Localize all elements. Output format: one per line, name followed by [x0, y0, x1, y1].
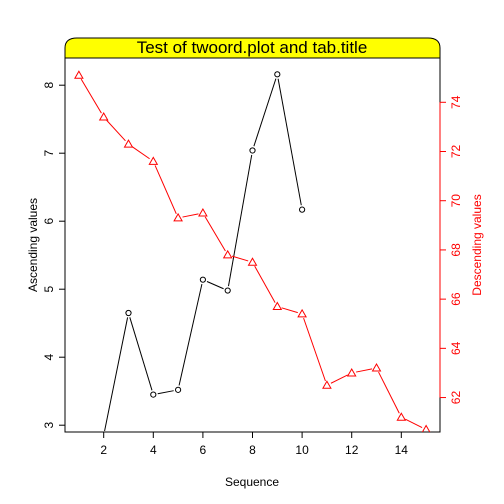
series-2-point	[198, 208, 208, 217]
series-2-segment	[182, 213, 199, 218]
right-tick-label: 72	[449, 145, 463, 159]
series-1-point	[199, 276, 206, 283]
title-tab	[64, 37, 441, 59]
right-y-axis: 62 64 66 68 70 72 74	[439, 95, 463, 405]
series-1-point	[274, 71, 281, 78]
series-2-segment	[204, 216, 226, 252]
left-tick-label: 8	[42, 82, 56, 89]
series-1-segment	[227, 154, 253, 287]
right-tick-label: 70	[449, 194, 463, 208]
left-tick-label: 5	[42, 286, 56, 293]
series-2-segment	[330, 374, 348, 384]
series-1-segment	[129, 317, 153, 391]
plot-frame	[64, 57, 441, 433]
series-layer	[74, 70, 431, 503]
series-2-point	[272, 301, 283, 311]
series-2-segment	[281, 307, 298, 314]
x-tick-label: 4	[150, 443, 157, 457]
series-2-segment	[254, 265, 276, 303]
left-y-axis-label: Ascending values	[26, 198, 40, 292]
series-1-segment	[206, 281, 224, 290]
series-1-segment	[157, 390, 174, 395]
series-2-segment	[131, 146, 150, 160]
series-1-group	[80, 71, 306, 503]
x-tick-label: 12	[345, 443, 359, 457]
series-2-point	[247, 257, 258, 266]
left-tick-label: 7	[42, 150, 56, 157]
series-2-segment	[80, 78, 102, 114]
series-2-point	[173, 212, 183, 222]
series-1-segment	[104, 317, 129, 432]
right-tick-label: 74	[449, 95, 463, 109]
x-axis-label: Sequence	[225, 475, 279, 489]
series-2-point	[421, 424, 431, 432]
series-1-point	[249, 147, 256, 154]
left-tick-label: 6	[42, 218, 56, 225]
series-1-segment	[178, 283, 203, 386]
series-2-point	[222, 249, 233, 259]
series-1-point	[125, 309, 132, 317]
series-2-point	[98, 112, 109, 121]
chart-title: Test of twoord.plot and tab.title	[137, 38, 368, 57]
series-1-point	[150, 391, 157, 398]
series-2-segment	[231, 255, 249, 262]
right-tick-label: 66	[449, 292, 463, 306]
left-tick-label: 3	[42, 422, 56, 429]
series-2-segment	[106, 120, 126, 142]
series-2-segment	[405, 418, 423, 428]
series-2-point	[346, 367, 357, 377]
right-tick-label: 64	[449, 341, 463, 355]
series-1-point	[224, 287, 231, 294]
x-tick-label: 14	[395, 443, 409, 457]
series-1-segment	[80, 440, 102, 503]
left-y-axis: 3 4 5 6 7 8	[42, 82, 65, 429]
x-axis: 2 4 6 8 10 12 14	[100, 432, 408, 457]
series-2-point	[297, 308, 307, 318]
series-2-point	[74, 70, 84, 79]
series-2-point	[396, 412, 407, 421]
series-2-point	[322, 380, 332, 389]
x-tick-label: 10	[295, 443, 309, 457]
series-2-segment	[378, 371, 400, 414]
series-1-segment	[277, 78, 302, 206]
x-tick-label: 8	[249, 443, 256, 457]
series-2-group	[74, 70, 431, 432]
right-tick-label: 68	[449, 243, 463, 257]
series-2-segment	[303, 317, 326, 382]
series-2-point	[371, 363, 382, 372]
right-tick-label: 62	[449, 391, 463, 405]
series-2-segment	[356, 368, 373, 373]
series-2-segment	[154, 165, 177, 215]
left-tick-label: 4	[42, 354, 56, 361]
x-tick-label: 2	[100, 443, 107, 457]
series-2-point	[123, 139, 134, 148]
series-1-point	[174, 386, 182, 393]
series-1-point	[299, 206, 306, 213]
series-1-segment	[253, 78, 277, 147]
series-2-point	[148, 156, 159, 165]
x-tick-label: 6	[200, 443, 207, 457]
right-y-axis-label: Descending values	[470, 194, 484, 295]
